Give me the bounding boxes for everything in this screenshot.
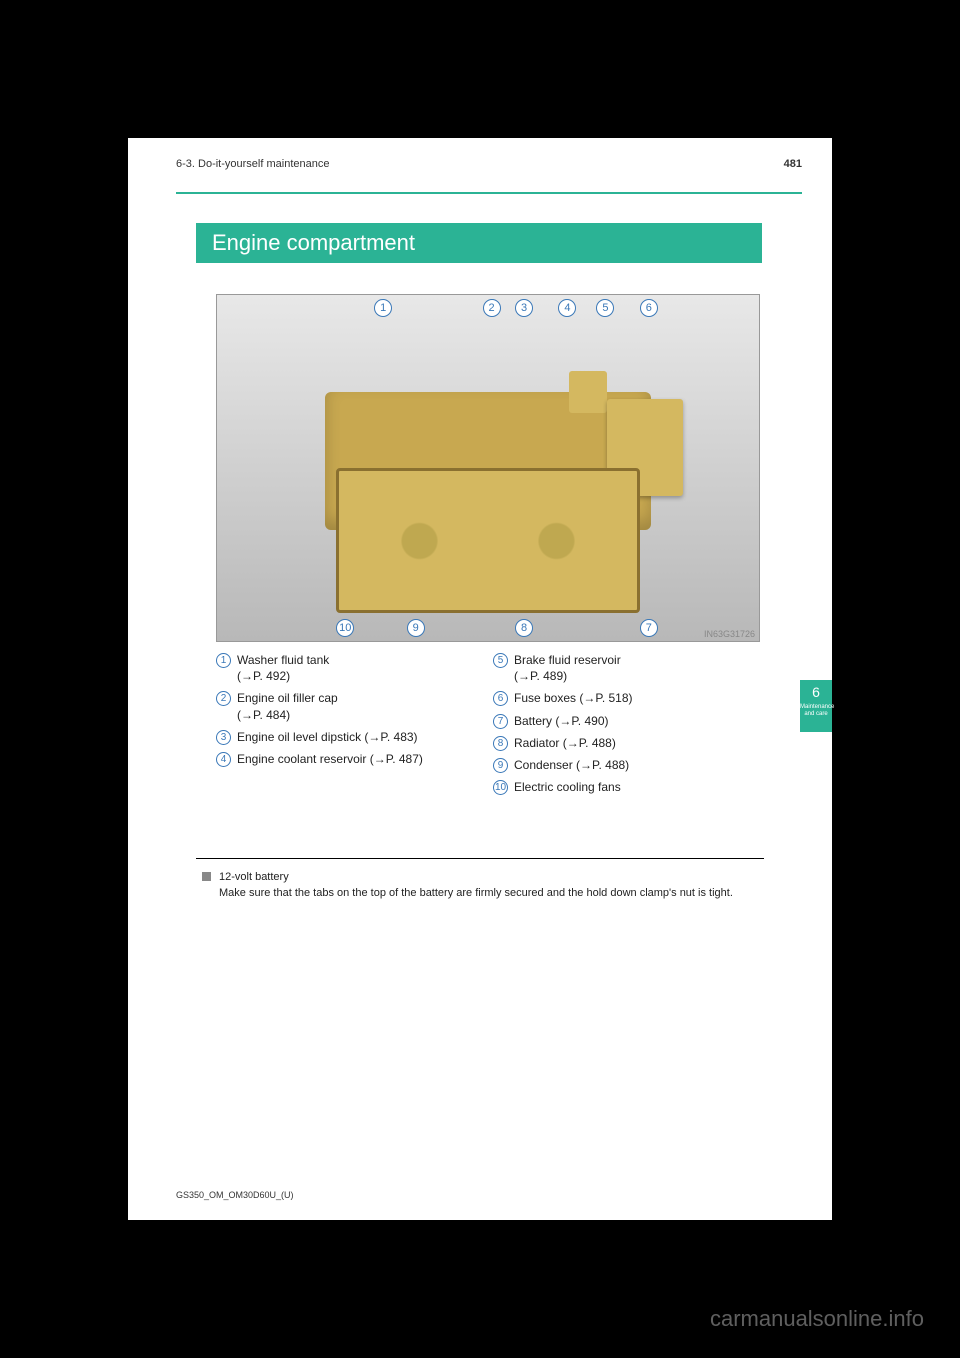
legend-item-3: 3 Engine oil level dipstick (→P. 483) (216, 729, 485, 745)
legend-number: 10 (493, 780, 508, 795)
callout-4: 4 (558, 299, 576, 317)
section-title: Engine compartment (196, 223, 762, 263)
legend-text: Electric cooling fans (514, 779, 762, 795)
image-code: IN63G31726 (704, 629, 755, 639)
note-body: 12-volt battery Make sure that the tabs … (219, 870, 733, 902)
note-heading: 12-volt battery (219, 871, 289, 883)
legend-text: Fuse boxes (→P. 518) (514, 690, 762, 706)
callout-8: 8 (515, 619, 533, 637)
legend-text: Battery (→P. 490) (514, 713, 762, 729)
reservoir-graphic (569, 371, 607, 413)
legend-item-2: 2 Engine oil filler cap(→P. 484) (216, 690, 485, 722)
legend-text: Engine oil filler cap(→P. 484) (237, 690, 485, 722)
legend-rule (196, 858, 764, 859)
legend-item-10: 10 Electric cooling fans (493, 779, 762, 795)
callout-7: 7 (640, 619, 658, 637)
legend-text: Engine coolant reservoir (→P. 487) (237, 751, 485, 767)
note: 12-volt battery Make sure that the tabs … (202, 870, 758, 902)
legend-text: Washer fluid tank(→P. 492) (237, 652, 485, 684)
legend-pageref: (→P. 489) (514, 668, 762, 684)
header-rule (176, 192, 802, 194)
legend-right-column: 5 Brake fluid reservoir(→P. 489) 6 Fuse box… (493, 652, 762, 801)
legend-number: 1 (216, 653, 231, 668)
legend-text: Condenser (→P. 488) (514, 757, 762, 773)
legend-item-7: 7 Battery (→P. 490) (493, 713, 762, 729)
callout-3: 3 (515, 299, 533, 317)
legend-number: 7 (493, 714, 508, 729)
legend-text: Radiator (→P. 488) (514, 735, 762, 751)
legend-number: 6 (493, 691, 508, 706)
chapter-number: 6 (800, 684, 832, 700)
legend-number: 3 (216, 730, 231, 745)
legend-text: Brake fluid reservoir(→P. 489) (514, 652, 762, 684)
doc-code: GS350_OM_OM30D60U_(U) (176, 1190, 294, 1200)
callout-2: 2 (483, 299, 501, 317)
site-watermark: carmanualsonline.info (710, 1306, 924, 1332)
legend-item-9: 9 Condenser (→P. 488) (493, 757, 762, 773)
legend-number: 9 (493, 758, 508, 773)
chapter-tab: 6 Maintenance and care (800, 680, 832, 732)
note-bullet-icon (202, 872, 211, 881)
engine-diagram: 123456 10987 IN63G31726 (216, 294, 760, 642)
chapter-label: Maintenance and care (800, 704, 832, 717)
legend-number: 8 (493, 736, 508, 751)
cooling-fan-left (357, 482, 482, 599)
manual-page: 6-3. Do-it-yourself maintenance 481 Engi… (128, 138, 832, 1220)
callout-6: 6 (640, 299, 658, 317)
legend-item-5: 5 Brake fluid reservoir(→P. 489) (493, 652, 762, 684)
legend-pageref: (→P. 492) (237, 668, 485, 684)
callout-9: 9 (407, 619, 425, 637)
legend-text: Engine oil level dipstick (→P. 483) (237, 729, 485, 745)
callout-10: 10 (336, 619, 354, 637)
legend-left-column: 1 Washer fluid tank(→P. 492) 2 Engine oil f… (216, 652, 485, 801)
legend: 1 Washer fluid tank(→P. 492) 2 Engine oil f… (216, 652, 762, 801)
cooling-fan-right (494, 482, 619, 599)
legend-item-1: 1 Washer fluid tank(→P. 492) (216, 652, 485, 684)
note-text: Make sure that the tabs on the top of th… (219, 887, 733, 899)
legend-number: 4 (216, 752, 231, 767)
page-header: 6-3. Do-it-yourself maintenance 481 (128, 158, 832, 170)
legend-number: 2 (216, 691, 231, 706)
page-number: 481 (784, 158, 802, 170)
callout-5: 5 (596, 299, 614, 317)
legend-item-6: 6 Fuse boxes (→P. 518) (493, 690, 762, 706)
section-path: 6-3. Do-it-yourself maintenance (176, 158, 329, 170)
callout-1: 1 (374, 299, 392, 317)
radiator-graphic (336, 468, 640, 613)
legend-number: 5 (493, 653, 508, 668)
legend-item-4: 4 Engine coolant reservoir (→P. 487) (216, 751, 485, 767)
legend-item-8: 8 Radiator (→P. 488) (493, 735, 762, 751)
legend-pageref: (→P. 484) (237, 707, 485, 723)
